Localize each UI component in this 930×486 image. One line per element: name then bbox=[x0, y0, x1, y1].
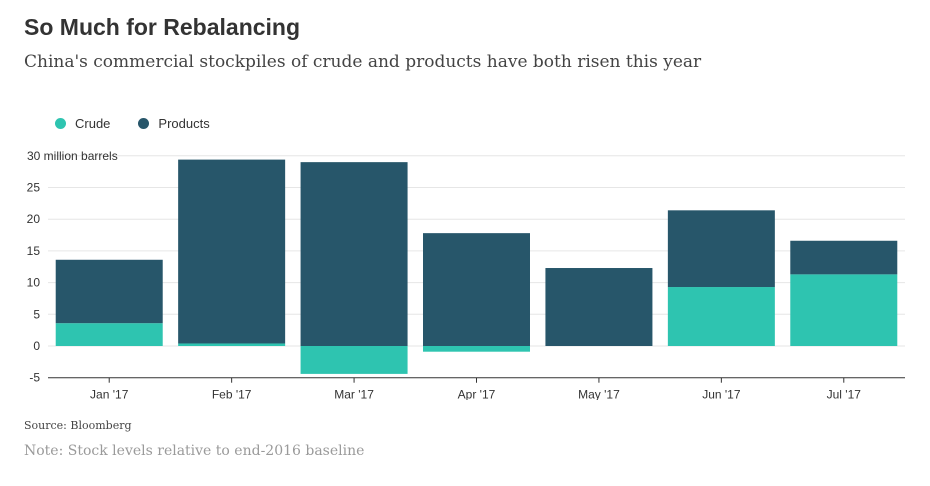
legend-item-products: Products bbox=[138, 116, 210, 131]
legend-label-crude: Crude bbox=[75, 116, 111, 131]
legend-label-products: Products bbox=[158, 116, 210, 131]
y-tick-label: 0 bbox=[33, 339, 40, 353]
x-tick-label: Mar '17 bbox=[334, 388, 374, 400]
bar-crude bbox=[300, 346, 408, 374]
bar-crude bbox=[423, 346, 530, 352]
bar-crude bbox=[790, 274, 898, 346]
bar-products bbox=[790, 240, 898, 275]
y-tick-label: 10 bbox=[27, 276, 41, 290]
x-tick-label: Feb '17 bbox=[212, 388, 252, 400]
x-tick-label: May '17 bbox=[578, 388, 620, 400]
legend-item-crude: Crude bbox=[55, 116, 110, 131]
chart-subtitle: China's commercial stockpiles of crude a… bbox=[24, 52, 702, 72]
bar-products bbox=[667, 210, 775, 288]
y-tick-label: -5 bbox=[29, 371, 40, 385]
legend: Crude Products bbox=[55, 116, 210, 131]
bar-crude bbox=[667, 287, 775, 346]
bar-products bbox=[423, 233, 530, 346]
bar-products bbox=[55, 259, 163, 324]
bar-products bbox=[178, 159, 286, 344]
footnote: Note: Stock levels relative to end-2016 … bbox=[24, 443, 365, 459]
y-tick-label: 15 bbox=[27, 244, 41, 258]
y-tick-label: 20 bbox=[27, 212, 41, 226]
bar-chart: -5 0 5 10 15 20 25 30 million barrels Jan '17 Feb… bbox=[27, 149, 905, 400]
bar-products bbox=[545, 268, 653, 346]
bar-products bbox=[300, 162, 408, 346]
x-tick-label: Jan '17 bbox=[90, 388, 129, 400]
source-note: Source: Bloomberg bbox=[24, 419, 132, 432]
bar-crude bbox=[178, 343, 286, 346]
x-tick-label: Jul '17 bbox=[827, 388, 862, 400]
legend-swatch-crude bbox=[55, 118, 66, 129]
legend-swatch-products bbox=[138, 118, 150, 129]
bar-crude bbox=[55, 323, 163, 346]
x-tick-label: Jun '17 bbox=[702, 388, 741, 400]
y-tick-label: 30 million barrels bbox=[27, 149, 118, 163]
y-tick-label: 25 bbox=[27, 181, 41, 195]
chart-title: So Much for Rebalancing bbox=[24, 14, 301, 40]
x-tick-label: Apr '17 bbox=[458, 388, 496, 400]
y-tick-label: 5 bbox=[33, 307, 40, 321]
